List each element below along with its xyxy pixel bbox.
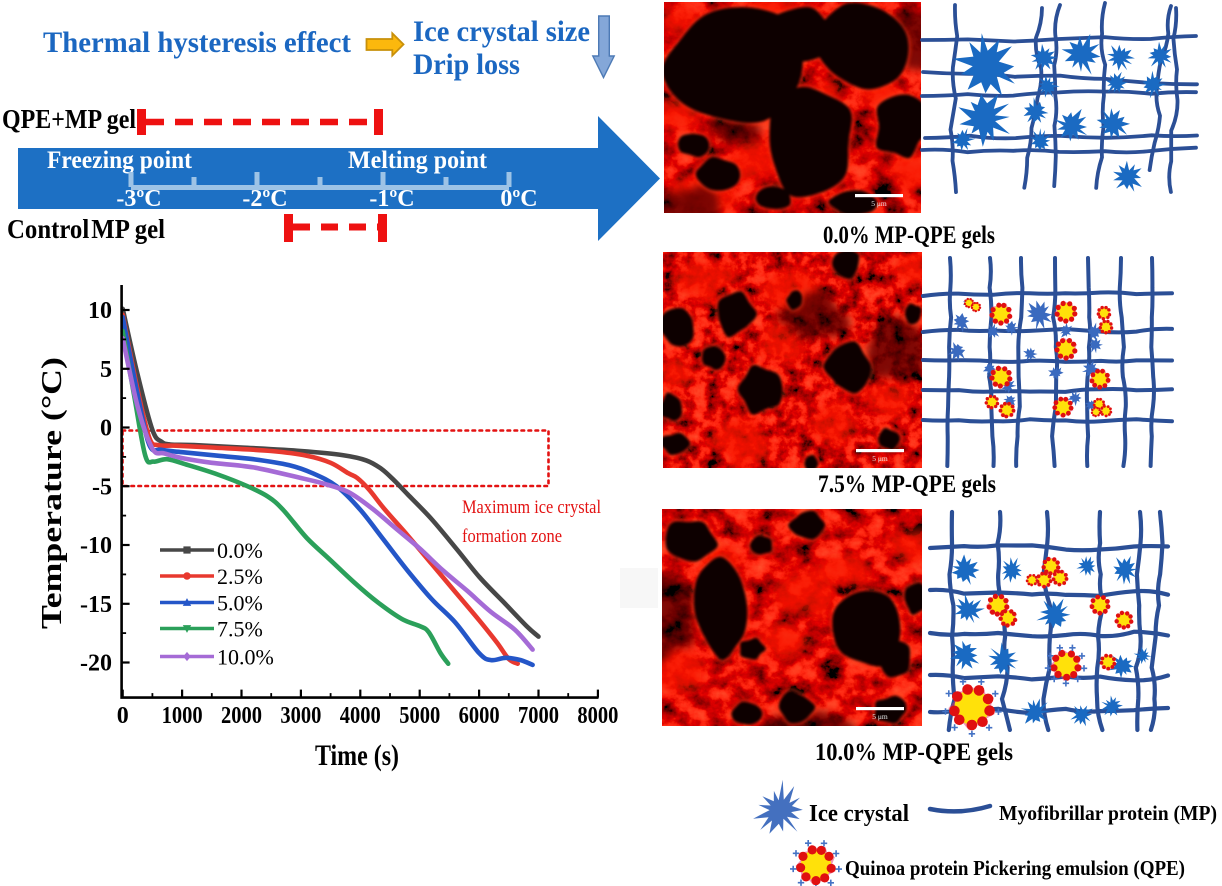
svg-text:Control MP gel: Control MP gel bbox=[7, 214, 165, 244]
svg-text:5.0%: 5.0% bbox=[217, 591, 263, 616]
svg-text:formation zone: formation zone bbox=[462, 526, 562, 547]
svg-text:5 μm: 5 μm bbox=[872, 454, 888, 463]
svg-text:Maximum ice crystal: Maximum ice crystal bbox=[462, 497, 601, 518]
svg-text:0.0% MP-QPE gels: 0.0% MP-QPE gels bbox=[823, 222, 995, 249]
svg-text:4000: 4000 bbox=[340, 703, 381, 729]
svg-text:2000: 2000 bbox=[221, 703, 262, 729]
svg-text:-2ºC: -2ºC bbox=[242, 186, 287, 212]
svg-text:8000: 8000 bbox=[577, 703, 618, 729]
svg-text:5 μm: 5 μm bbox=[871, 199, 887, 208]
svg-text:QPE+MP gel: QPE+MP gel bbox=[2, 104, 136, 134]
svg-text:Time (s): Time (s) bbox=[315, 739, 399, 772]
svg-text:Temperature (°C): Temperature (°C) bbox=[36, 357, 68, 629]
svg-text:Melting point: Melting point bbox=[348, 147, 488, 174]
svg-text:0ºC: 0ºC bbox=[500, 186, 537, 212]
svg-text:Ice crystal: Ice crystal bbox=[809, 801, 909, 827]
svg-text:10: 10 bbox=[88, 298, 112, 324]
svg-text:0.0%: 0.0% bbox=[217, 538, 263, 563]
svg-text:Drip loss: Drip loss bbox=[413, 48, 520, 81]
svg-text:-1ºC: -1ºC bbox=[369, 186, 414, 212]
svg-text:5: 5 bbox=[100, 357, 112, 383]
svg-text:Quinoa protein Pickering emuls: Quinoa protein Pickering emulsion (QPE) bbox=[845, 856, 1185, 880]
svg-text:0: 0 bbox=[100, 416, 112, 442]
svg-text:5000: 5000 bbox=[399, 703, 440, 729]
svg-text:7.5%: 7.5% bbox=[217, 617, 263, 642]
svg-text:Ice crystal size: Ice crystal size bbox=[413, 15, 590, 48]
svg-text:-5: -5 bbox=[92, 474, 112, 500]
svg-text:-20: -20 bbox=[80, 651, 112, 677]
svg-text:7.5% MP-QPE gels: 7.5% MP-QPE gels bbox=[818, 471, 996, 498]
svg-text:Thermal hysteresis effect: Thermal hysteresis effect bbox=[43, 26, 351, 59]
svg-text:Freezing point: Freezing point bbox=[47, 147, 193, 174]
svg-text:Myofibrillar protein (MP): Myofibrillar protein (MP) bbox=[999, 801, 1217, 825]
svg-text:10.0%: 10.0% bbox=[217, 645, 274, 670]
svg-text:1000: 1000 bbox=[162, 703, 203, 729]
svg-text:0: 0 bbox=[117, 703, 129, 729]
svg-text:-15: -15 bbox=[80, 592, 112, 618]
svg-text:-10: -10 bbox=[80, 533, 112, 559]
svg-text:6000: 6000 bbox=[459, 703, 500, 729]
svg-text:3000: 3000 bbox=[280, 703, 321, 729]
svg-text:-3ºC: -3ºC bbox=[116, 186, 161, 212]
svg-text:2.5%: 2.5% bbox=[217, 564, 263, 589]
svg-text:10.0% MP-QPE gels: 10.0% MP-QPE gels bbox=[815, 739, 1013, 766]
svg-text:7000: 7000 bbox=[518, 703, 559, 729]
svg-text:5 μm: 5 μm bbox=[872, 712, 888, 721]
